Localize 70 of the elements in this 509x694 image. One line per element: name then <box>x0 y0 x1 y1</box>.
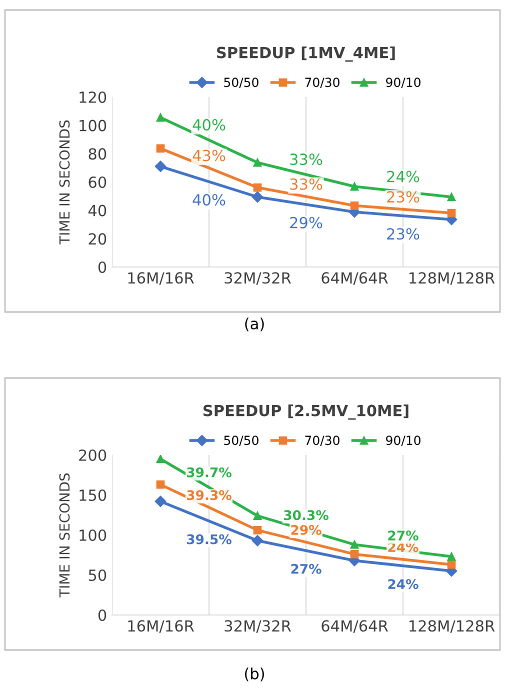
legend-label: 50/50 <box>224 436 258 446</box>
annotation: 29% <box>291 524 322 535</box>
point <box>350 550 359 558</box>
x-tick-label: 64M/64R <box>322 272 388 285</box>
point <box>156 113 165 122</box>
y-tick-label: 100 <box>80 120 106 132</box>
point <box>447 208 456 218</box>
x-tick-label: 16M/16R <box>128 272 194 285</box>
legend-label: 70/30 <box>305 436 340 446</box>
y-axis-title: TIME IN SECONDS <box>59 473 70 598</box>
y-tick-label: 120 <box>80 91 106 104</box>
y-tick-label: 150 <box>80 489 106 502</box>
x-tick-label: 32M/32R <box>224 620 291 633</box>
legend-label: 70/30 <box>305 78 340 88</box>
point <box>350 182 359 191</box>
x-tick-label: 64M/64R <box>322 620 388 633</box>
chart-title: SPEEDUP [1MV_4ME] <box>216 46 395 62</box>
annotation: 39.5% <box>186 534 232 544</box>
legend-label: 50/50 <box>224 78 258 88</box>
annotation: 30.3% <box>284 510 328 520</box>
text: (a) <box>245 318 264 332</box>
point <box>447 560 456 569</box>
y-tick-label: 50 <box>88 569 106 582</box>
y-tick-label: 80 <box>88 148 106 160</box>
annotation: 29% <box>290 216 322 228</box>
x-tick-label: 32M/32R <box>224 272 291 285</box>
annotation: 39.7% <box>186 467 232 478</box>
point <box>350 201 359 210</box>
point <box>447 192 456 202</box>
x-tick-label: 128M/128R <box>410 620 495 633</box>
annotation: 40% <box>192 194 226 206</box>
point <box>252 191 264 203</box>
annotation: 24% <box>388 542 418 552</box>
annotation: 23% <box>387 191 420 203</box>
y-tick-label: 200 <box>79 449 106 462</box>
text: (b) <box>245 668 264 682</box>
annotation: 27% <box>291 564 322 574</box>
point <box>156 480 165 489</box>
point <box>154 496 166 508</box>
y-tick-label: 100 <box>80 529 106 542</box>
annotation: 40% <box>192 119 226 131</box>
point <box>252 534 264 546</box>
y-tick-label: 20 <box>88 233 106 245</box>
annotation: 43% <box>192 150 226 162</box>
y-tick-label: 0 <box>98 261 106 274</box>
chart-title: SPEEDUP [2.5MV_10ME] <box>203 404 408 420</box>
point <box>156 144 165 153</box>
annotation: 33% <box>290 178 322 190</box>
y-tick-label: 60 <box>88 176 106 188</box>
x-tick-label: 128M/128R <box>410 272 495 285</box>
point <box>253 158 262 167</box>
annotation: 27% <box>388 530 418 541</box>
annotation: 33% <box>290 154 322 166</box>
annotation: 23% <box>387 228 420 240</box>
point <box>350 540 359 549</box>
point <box>447 552 456 561</box>
y-tick-label: 40 <box>88 204 106 216</box>
annotation: 24% <box>387 170 420 182</box>
point <box>253 512 262 520</box>
y-axis-title: TIME IN SECONDS <box>59 120 70 244</box>
y-tick-label: 0 <box>98 609 106 622</box>
legend-label: 90/10 <box>386 436 420 446</box>
annotation: 39.3% <box>186 490 232 500</box>
x-tick-label: 16M/16R <box>128 620 194 633</box>
point <box>156 455 165 464</box>
point <box>253 526 262 534</box>
annotation: 24% <box>388 579 418 590</box>
legend-label: 90/10 <box>386 78 420 88</box>
point <box>154 160 166 172</box>
point <box>253 183 262 192</box>
